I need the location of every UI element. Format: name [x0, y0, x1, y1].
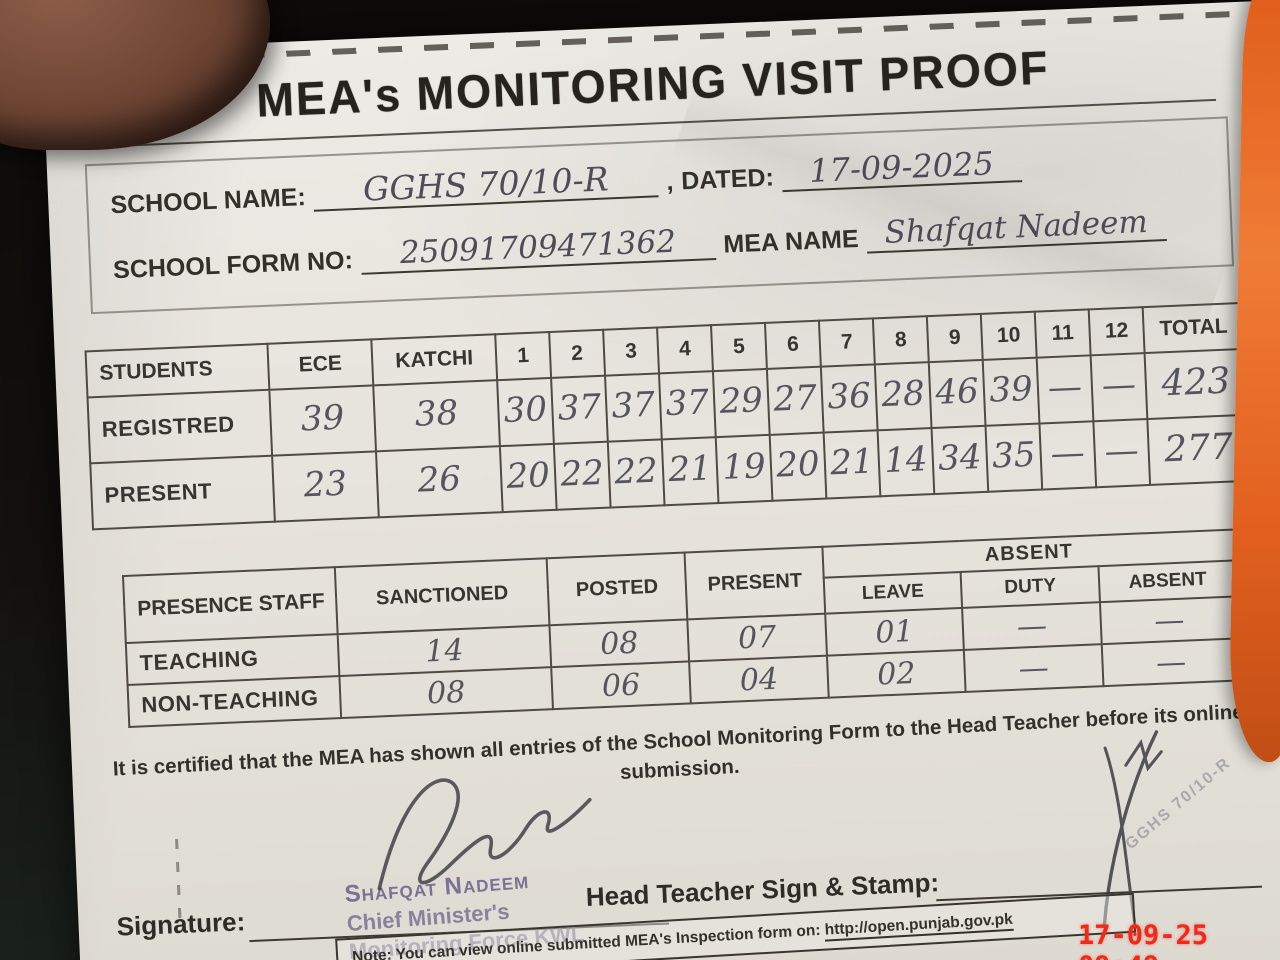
- students-col-header: 6: [764, 320, 821, 369]
- present-cell: 34: [931, 425, 989, 495]
- form-no-value: 25091709471362: [359, 224, 717, 275]
- non-teaching-cell: —: [963, 644, 1104, 692]
- signature-section: Signature: Shafqat Nadeem Chief Minister…: [104, 730, 1269, 960]
- staff-col-header: POSTED: [546, 552, 688, 626]
- present-cell: 22: [607, 439, 665, 508]
- camera-timestamp: 17-09-25 09:49: [1078, 920, 1209, 960]
- teaching-cell: 07: [687, 613, 827, 662]
- present-cell: —: [1093, 419, 1151, 488]
- non-teaching-cell: 06: [551, 661, 691, 710]
- students-col-header: 8: [872, 316, 929, 365]
- present-row-label: PRESENT: [90, 455, 275, 530]
- teaching-cell: —: [1099, 596, 1239, 645]
- present-cell: 20: [499, 443, 557, 513]
- students-col-header: 2: [549, 329, 606, 378]
- registered-total-cell: 423: [1144, 348, 1248, 420]
- staff-col-header: SANCTIONED: [334, 558, 550, 635]
- students-col-header: TOTAL: [1142, 302, 1245, 354]
- present-cell: 26: [376, 446, 503, 518]
- students-table: STUDENTS ECE KATCHI 1 2 3 4 5 6 7 8 9 10…: [85, 302, 1252, 530]
- teaching-cell: —: [962, 602, 1102, 650]
- registered-row-label: REGISTRED: [87, 389, 273, 464]
- registered-cell: —: [1036, 355, 1094, 424]
- students-col-header: ECE: [267, 339, 374, 390]
- absent-sub-header: LEAVE: [823, 571, 963, 614]
- registered-cell: 30: [497, 377, 554, 447]
- present-cell: 14: [877, 428, 935, 497]
- present-cell: 21: [661, 437, 719, 506]
- teaching-cell: 08: [549, 619, 690, 668]
- present-cell: 22: [553, 441, 611, 510]
- teaching-cell: 01: [825, 607, 964, 656]
- registered-cell: 37: [605, 373, 662, 442]
- present-cell: 21: [823, 430, 881, 499]
- registered-cell: 39: [982, 357, 1040, 426]
- present-cell: —: [1039, 421, 1097, 490]
- students-col-header: 10: [980, 311, 1037, 360]
- registered-cell: 36: [820, 364, 878, 433]
- non-teaching-row-label: NON-TEACHING: [127, 676, 342, 727]
- registered-cell: 28: [874, 362, 932, 431]
- students-col-header: STUDENTS: [85, 343, 270, 398]
- non-teaching-cell: 04: [689, 655, 829, 704]
- non-teaching-cell: —: [1101, 638, 1241, 687]
- present-cell: 20: [769, 432, 827, 501]
- present-cell: 35: [985, 423, 1043, 492]
- note-url: http://open.punjab.gov.pk: [824, 911, 1014, 942]
- students-col-header: 3: [603, 327, 660, 376]
- absent-sub-header: DUTY: [960, 566, 1100, 608]
- registered-cell: 46: [928, 359, 986, 429]
- absent-sub-header: ABSENT: [1098, 560, 1237, 603]
- staff-col-header: PRESENCE STAFF: [123, 567, 338, 644]
- present-cell: 23: [272, 451, 379, 522]
- non-teaching-cell: 02: [826, 649, 966, 698]
- registered-cell: —: [1090, 353, 1148, 422]
- comma-mark: ,: [665, 167, 674, 196]
- present-cell: 19: [715, 434, 773, 504]
- students-col-header: 9: [926, 313, 983, 363]
- mea-name-label: MEA NAME: [722, 224, 860, 259]
- signature-label: Signature:: [116, 906, 246, 943]
- form-paper: MEA's MONITORING VISIT PROOF SCHOOL NAME…: [42, 0, 1280, 960]
- students-col-header: KATCHI: [371, 334, 498, 386]
- registered-cell: 27: [766, 366, 824, 435]
- students-col-header: 7: [818, 318, 875, 367]
- school-name-label: SCHOOL NAME:: [109, 183, 307, 220]
- registered-cell: 37: [659, 371, 716, 440]
- signature-ink: [377, 778, 592, 891]
- students-col-header: 12: [1088, 307, 1145, 356]
- registered-cell: 29: [712, 368, 770, 438]
- students-col-header: 4: [657, 325, 713, 374]
- registered-cell: 38: [373, 380, 500, 452]
- students-col-header: 11: [1034, 309, 1091, 358]
- non-teaching-cell: 08: [339, 667, 553, 719]
- form-no-label: SCHOOL FORM NO:: [112, 246, 354, 285]
- students-col-header: 1: [495, 332, 552, 381]
- registered-cell: 39: [269, 385, 377, 456]
- staff-col-header: PRESENT: [684, 546, 826, 620]
- registered-cell: 37: [551, 375, 608, 444]
- students-col-header: 5: [711, 322, 767, 372]
- school-name-value: GGHS 70/10-R: [312, 159, 660, 212]
- staff-table: PRESENCE STAFF SANCTIONED POSTED PRESENT…: [122, 528, 1241, 728]
- head-teacher-signature-ink: [1102, 730, 1163, 927]
